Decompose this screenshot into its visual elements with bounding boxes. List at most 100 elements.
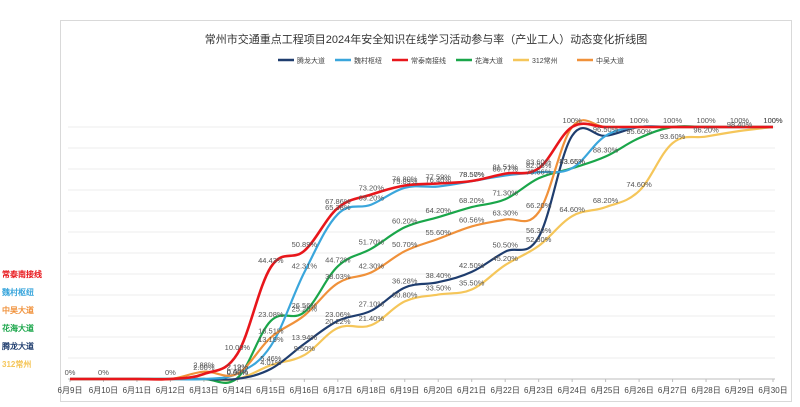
data-label: 52.80% — [526, 235, 552, 244]
x-tick-label: 6月19日 — [390, 386, 419, 395]
data-label: 88.30% — [593, 145, 619, 154]
data-label: 81.51% — [492, 163, 518, 172]
data-label: 74.60% — [626, 180, 652, 189]
chart-title: 常州市交通重点工程项目2024年安全知识在线学习活动参与率（产业工人）动态变化折… — [205, 32, 647, 46]
data-label: 100% — [696, 116, 716, 125]
data-label: 2.12% — [227, 363, 249, 372]
data-label: 0% — [98, 368, 109, 377]
data-label: 20.22% — [325, 317, 351, 326]
chart-frame — [60, 20, 792, 402]
data-label: 65.38% — [325, 203, 351, 212]
data-label: 38.03% — [325, 272, 351, 281]
data-label: 30.80% — [392, 290, 418, 299]
x-tick-label: 6月30日 — [758, 386, 787, 395]
data-label: 38.40% — [426, 271, 452, 280]
legend-label: 常泰南接线 — [411, 56, 446, 65]
data-label: 98.40% — [727, 120, 753, 129]
data-label: 77.59% — [426, 172, 452, 181]
side-legend-item: 花海大道 — [2, 324, 34, 333]
x-tick-label: 6月21日 — [457, 386, 486, 395]
x-tick-label: 6月25日 — [591, 386, 620, 395]
data-label: 66.20% — [526, 201, 552, 210]
series-line — [69, 125, 774, 382]
data-label: 64.60% — [559, 205, 585, 214]
side-legend: 常泰南接线 魏村枢纽 中吴大道 花海大道 腾龙大道 312常州 — [2, 266, 56, 374]
data-label: 68.20% — [593, 196, 619, 205]
data-label: 64.20% — [426, 206, 452, 215]
x-tick-label: 6月18日 — [357, 386, 386, 395]
data-label: 83.60% — [526, 157, 552, 166]
gridlines — [68, 126, 775, 380]
data-label: 83.66% — [559, 157, 585, 166]
data-label: 80.77% — [492, 164, 518, 173]
data-label: 73.20% — [359, 184, 385, 193]
legend-label: 312常州 — [532, 56, 558, 65]
data-label: 16.51% — [258, 326, 284, 335]
data-label: 100% — [563, 116, 583, 125]
x-tick-label: 6月22日 — [491, 386, 520, 395]
data-label: 42.50% — [459, 261, 485, 270]
data-label: 0.40% — [227, 367, 249, 376]
data-label: 56.30% — [526, 226, 552, 235]
side-legend-item: 312常州 — [2, 360, 32, 369]
series-line — [69, 125, 773, 384]
data-label: 0% — [65, 368, 76, 377]
data-label: 78.57% — [459, 170, 485, 179]
data-label: 100% — [730, 116, 750, 125]
data-label: 23.08% — [258, 310, 284, 319]
data-label: 50.70% — [392, 240, 418, 249]
x-tick-label: 6月28日 — [691, 386, 720, 395]
data-label: 0.09% — [227, 368, 249, 377]
data-label: 50.50% — [492, 241, 518, 250]
series-lines — [69, 119, 774, 384]
data-label: 42.31% — [292, 261, 318, 270]
data-label: 44.72% — [325, 255, 351, 264]
data-label: 23.06% — [325, 310, 351, 319]
data-label: 2.00% — [193, 363, 215, 372]
data-label: 93.60% — [660, 132, 686, 141]
legend-label: 中吴大道 — [596, 56, 624, 65]
data-label: 100% — [763, 116, 783, 125]
legend-label: 花海大道 — [475, 56, 503, 65]
data-label: 2.88% — [193, 361, 215, 370]
x-tick-label: 6月24日 — [557, 386, 586, 395]
data-label: 82.08% — [526, 161, 552, 170]
data-label: 2.19% — [227, 362, 249, 371]
x-tick-label: 6月13日 — [189, 386, 218, 395]
data-labels: 0.09% 4.01% 13.94% 23.06% 27.10% 36.28% 38.40%… — [65, 116, 783, 377]
side-legend-item: 腾龙大道 — [2, 342, 34, 351]
x-tick-label: 6月17日 — [323, 386, 352, 395]
legend-label: 魏村枢纽 — [354, 56, 382, 65]
data-label: 33.50% — [426, 284, 452, 293]
x-tick-label: 6月12日 — [156, 386, 185, 395]
data-label: 44.43% — [258, 256, 284, 265]
data-label: 83.65% — [559, 157, 585, 166]
data-label: 69.20% — [359, 194, 385, 203]
data-label: 60.56% — [459, 215, 485, 224]
data-label: 100% — [596, 116, 616, 125]
side-legend-item: 魏村枢纽 — [2, 288, 34, 297]
data-label: 63.30% — [492, 208, 518, 217]
x-tick-label: 6月11日 — [123, 386, 152, 395]
side-legend-item: 中吴大道 — [2, 306, 34, 315]
data-label: 26.56% — [292, 301, 318, 310]
data-label: 76.80% — [392, 174, 418, 183]
data-label: 36.28% — [392, 277, 418, 286]
x-tick-label: 6月14日 — [223, 386, 252, 395]
data-label: 76.40% — [426, 175, 452, 184]
series-line — [69, 119, 773, 381]
data-label: 42.30% — [359, 261, 385, 270]
x-tick-label: 6月20日 — [424, 386, 453, 395]
data-label: 21.40% — [359, 314, 385, 323]
data-label: 10.00% — [225, 343, 251, 352]
series-line — [69, 122, 773, 381]
data-label: 55.60% — [426, 228, 452, 237]
data-label: 100% — [630, 116, 650, 125]
data-label: 100% — [763, 116, 783, 125]
x-tick-label: 6月23日 — [524, 386, 553, 395]
x-tick-label: 6月15日 — [256, 386, 285, 395]
data-label: 75.89% — [392, 177, 418, 186]
side-legend-item: 常泰南接线 — [2, 270, 42, 279]
x-axis: 6月9日 6月10日 6月11日 6月12日 6月13日 6月14日 6月15日 6月16日 6… — [58, 379, 788, 395]
